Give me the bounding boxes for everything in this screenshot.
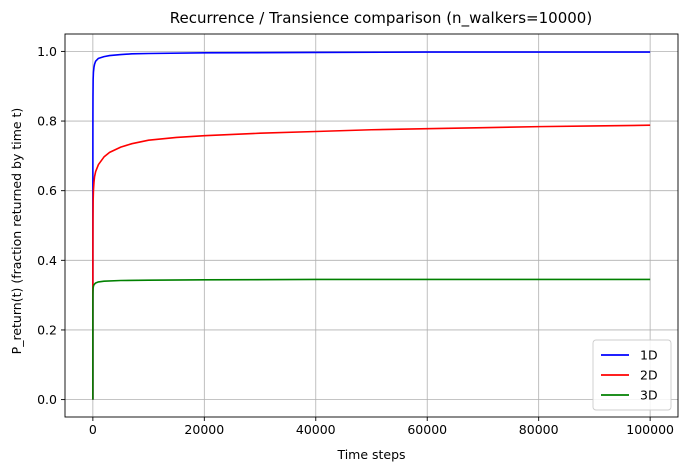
y-tick-label: 0.0 <box>37 392 57 407</box>
axes-frame <box>64 33 679 418</box>
x-tick-label: 0 <box>89 422 97 437</box>
x-tick-label: 60000 <box>407 422 447 437</box>
series-line-2D <box>92 124 651 400</box>
series-line-1D <box>92 51 651 400</box>
legend-box <box>592 339 672 411</box>
y-tick-label: 0.2 <box>37 322 57 337</box>
y-tick-label: 0.6 <box>37 183 57 198</box>
x-tick-label: 40000 <box>296 422 336 437</box>
x-tick-label: 20000 <box>184 422 224 437</box>
y-tick-label: 0.8 <box>37 114 57 129</box>
x-tick-label: 80000 <box>519 422 559 437</box>
y-tick-label: 0.4 <box>37 253 57 268</box>
x-tick-label: 100000 <box>626 422 674 437</box>
legend-label-2D: 2D <box>640 368 658 383</box>
y-axis-label: P_return(t) (fraction returned by time t… <box>9 108 24 355</box>
series-line-3D <box>92 278 651 400</box>
legend-label-3D: 3D <box>640 388 658 403</box>
plot-area: 0 20000 40000 60000 80000 100000 0.0 0.2 0.4 0.6 0… <box>37 33 679 437</box>
chart-title: Recurrence / Transience comparison (n_wa… <box>170 9 592 28</box>
x-axis-label: Time steps <box>336 447 405 462</box>
legend-label-1D: 1D <box>640 348 658 363</box>
y-tick-label: 1.0 <box>37 44 57 59</box>
